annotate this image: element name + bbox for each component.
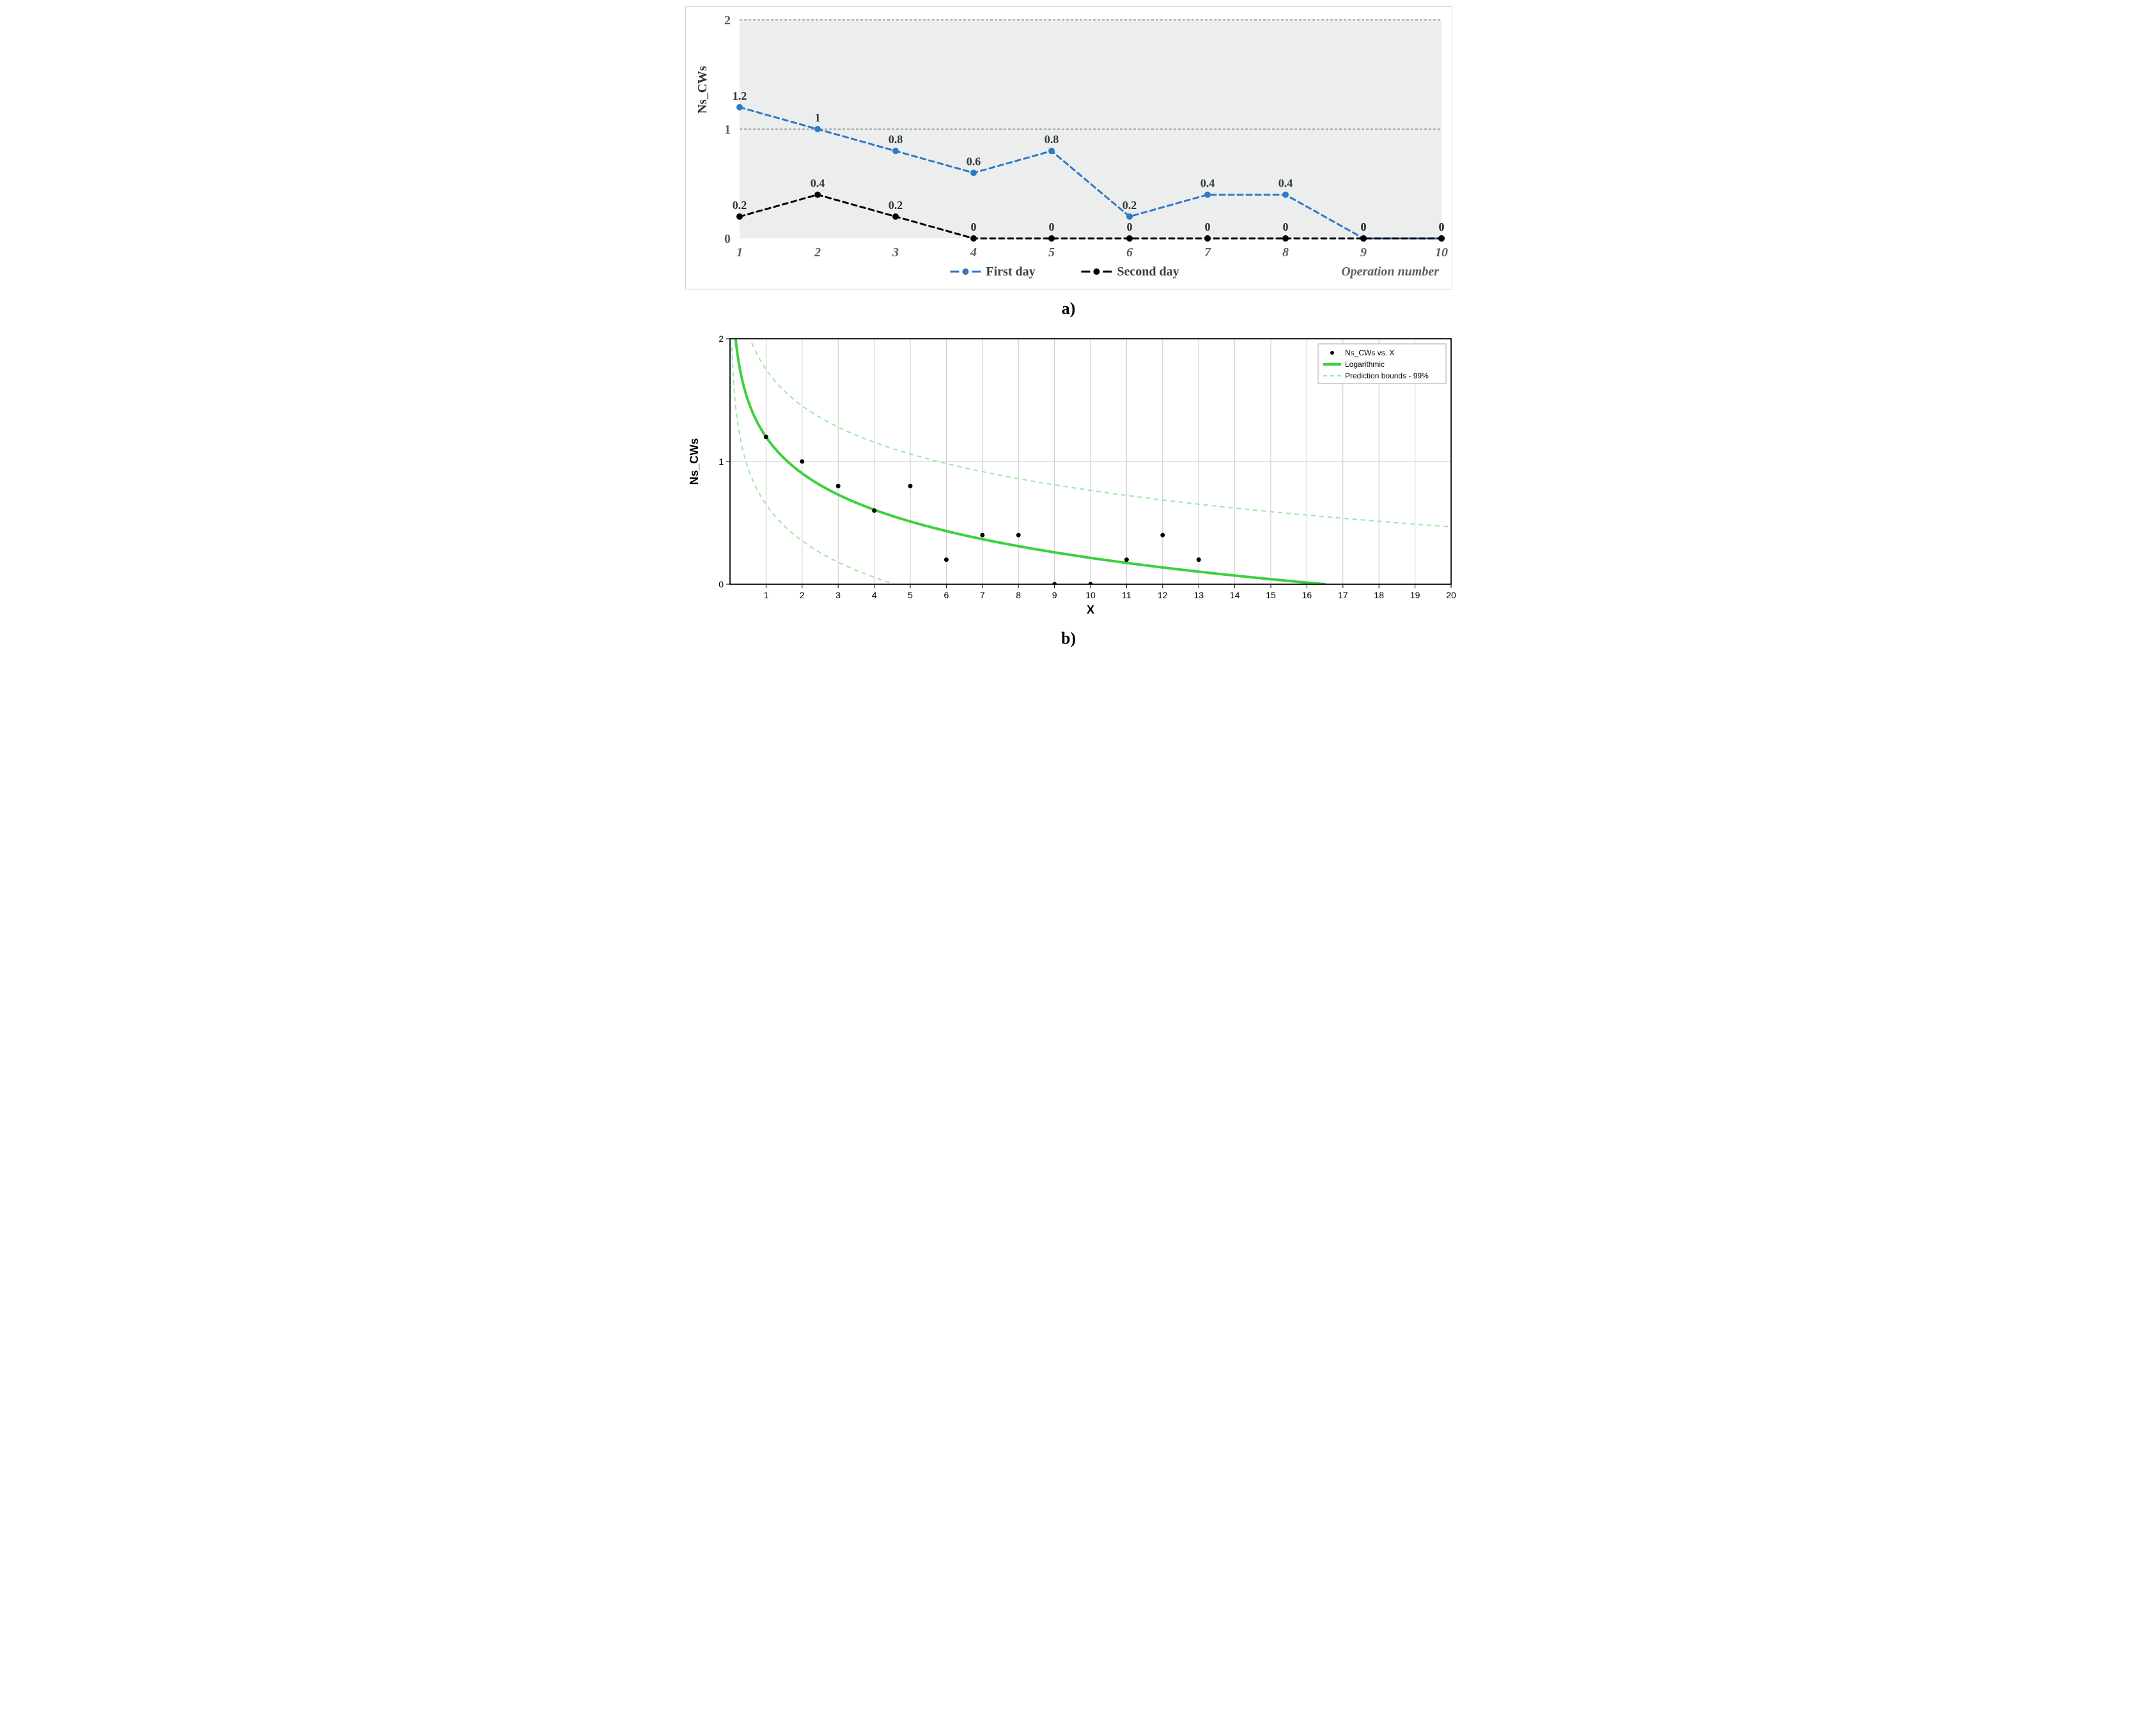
svg-text:12: 12 (1158, 590, 1168, 600)
svg-text:17: 17 (1338, 590, 1348, 600)
svg-text:0: 0 (1204, 221, 1210, 233)
svg-text:1: 1 (724, 123, 731, 137)
svg-text:6: 6 (1126, 245, 1133, 260)
svg-text:1: 1 (814, 111, 820, 124)
svg-text:0.4: 0.4 (1200, 177, 1215, 190)
svg-text:First day: First day (986, 265, 1035, 279)
svg-text:1: 1 (719, 456, 724, 467)
svg-text:Ns_CWs: Ns_CWs (695, 66, 710, 114)
svg-text:3: 3 (835, 590, 841, 600)
chart-b-container: 1234567891011121314151617181920012XNs_CW… (685, 332, 1452, 620)
svg-text:X: X (1086, 603, 1094, 616)
svg-text:0: 0 (970, 221, 976, 233)
svg-text:1: 1 (736, 245, 743, 260)
svg-text:4: 4 (970, 245, 977, 260)
svg-text:0.8: 0.8 (1044, 133, 1059, 146)
svg-text:0: 0 (1282, 221, 1288, 233)
svg-text:0.4: 0.4 (810, 177, 825, 190)
svg-text:11: 11 (1122, 590, 1131, 600)
svg-text:2: 2 (799, 590, 804, 600)
svg-text:19: 19 (1410, 590, 1420, 600)
svg-text:14: 14 (1229, 590, 1239, 600)
svg-text:13: 13 (1193, 590, 1204, 600)
chart-a-container: 012Ns_CWs123456789101.210.80.60.80.20.40… (685, 6, 1452, 290)
chart-b: 1234567891011121314151617181920012XNs_CW… (685, 332, 1459, 620)
svg-text:18: 18 (1374, 590, 1384, 600)
chart-a: 012Ns_CWs123456789101.210.80.60.80.20.40… (690, 11, 1454, 286)
svg-text:8: 8 (1282, 245, 1289, 260)
svg-text:5: 5 (908, 590, 913, 600)
svg-text:1.2: 1.2 (732, 89, 747, 102)
svg-text:4: 4 (871, 590, 876, 600)
svg-text:0: 0 (1438, 221, 1444, 233)
svg-text:7: 7 (1204, 245, 1211, 260)
svg-text:0.6: 0.6 (966, 155, 981, 167)
svg-text:0: 0 (724, 232, 731, 246)
svg-text:2: 2 (814, 245, 821, 260)
svg-text:Second day: Second day (1117, 265, 1179, 279)
chart-a-caption: a) (685, 299, 1452, 318)
svg-text:0: 0 (1126, 221, 1132, 233)
svg-text:0.4: 0.4 (1278, 177, 1293, 190)
svg-text:10: 10 (1085, 590, 1096, 600)
svg-text:20: 20 (1446, 590, 1456, 600)
svg-text:15: 15 (1266, 590, 1276, 600)
svg-text:0: 0 (719, 579, 724, 589)
figure-page: 012Ns_CWs123456789101.210.80.60.80.20.40… (679, 0, 1459, 681)
svg-text:16: 16 (1302, 590, 1312, 600)
svg-text:7: 7 (979, 590, 984, 600)
svg-text:Ns_CWs vs. X: Ns_CWs vs. X (1345, 348, 1394, 357)
svg-text:8: 8 (1016, 590, 1021, 600)
svg-text:6: 6 (944, 590, 949, 600)
svg-text:0: 0 (1048, 221, 1054, 233)
svg-text:Operation number: Operation number (1341, 265, 1439, 279)
svg-text:3: 3 (892, 245, 899, 260)
svg-text:Prediction bounds - 99%: Prediction bounds - 99% (1345, 371, 1429, 380)
svg-text:1: 1 (763, 590, 768, 600)
svg-text:0.2: 0.2 (1122, 199, 1137, 212)
svg-text:0.8: 0.8 (888, 133, 903, 146)
chart-b-caption: b) (685, 629, 1452, 648)
svg-text:2: 2 (724, 13, 731, 27)
svg-text:9: 9 (1052, 590, 1057, 600)
svg-text:10: 10 (1435, 245, 1448, 260)
svg-text:9: 9 (1360, 245, 1367, 260)
svg-text:5: 5 (1048, 245, 1055, 260)
svg-text:0: 0 (1360, 221, 1366, 233)
svg-text:Ns_CWs: Ns_CWs (688, 438, 701, 484)
svg-text:Logarithmic: Logarithmic (1345, 360, 1385, 369)
svg-text:0.2: 0.2 (888, 199, 903, 212)
svg-text:0.2: 0.2 (732, 199, 747, 212)
svg-text:2: 2 (719, 334, 724, 344)
